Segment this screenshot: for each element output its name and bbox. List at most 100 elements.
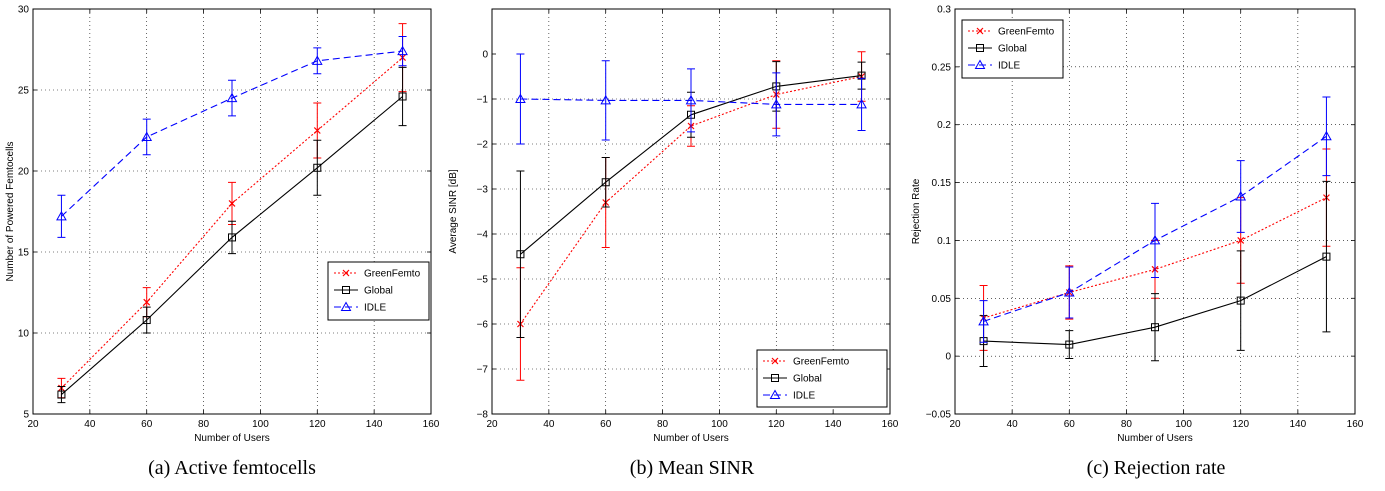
x-axis-label: Number of Users [653, 433, 729, 444]
data-point-global [601, 178, 610, 187]
error-bar-idle [228, 79, 236, 117]
legend-marker-idle [340, 301, 352, 311]
x-tick-label: 160 [1347, 419, 1364, 430]
y-tick-label: 10 [18, 329, 30, 340]
x-tick-label: 160 [882, 419, 899, 430]
y-tick-label: 25 [18, 86, 30, 97]
figure-caption: (b) Mean SINR [630, 457, 755, 479]
x-tick-label: 20 [486, 419, 498, 430]
data-point-idle [397, 45, 408, 56]
chart-active-femtocells: 20 40 60 80 100 120 140 160 5 10 15 20 25 30 Number of… [5, 5, 440, 480]
error-bar-idle [1151, 202, 1159, 278]
data-point-idle [856, 98, 867, 109]
data-point-global [142, 316, 151, 325]
x-tick-label: 140 [1290, 419, 1307, 430]
data-point-idle [311, 55, 323, 65]
error-bar-idle [601, 60, 610, 141]
x-tick-label: 40 [84, 419, 96, 430]
legend-marker-global [771, 374, 779, 382]
error-bar-global [398, 66, 407, 127]
series-line-greenfemto [61, 57, 403, 389]
error-bar-global [1065, 330, 1074, 359]
legend-label-idle: IDLE [364, 303, 387, 314]
legend-marker-greenfemto [342, 269, 350, 277]
y-axis-label: Number of Powered Femtocells [5, 141, 16, 281]
legend-label-global: Global [364, 286, 393, 297]
error-bar-global [601, 157, 610, 208]
error-bar-global [1151, 293, 1159, 362]
error-bar-idle [979, 300, 988, 343]
x-tick-label: 20 [27, 419, 39, 430]
series-idle [56, 36, 408, 238]
legend: GreenFemto Global IDLE [961, 19, 1064, 79]
axes-frame [491, 8, 891, 415]
data-point-idle [1149, 234, 1161, 245]
data-point-idle [515, 93, 526, 103]
y-tick-label: 0.25 [932, 62, 952, 73]
data-point-greenfemto [143, 298, 151, 306]
data-point-idle [1063, 286, 1075, 297]
error-bar-global [516, 170, 525, 338]
legend-marker-greenfemto [976, 27, 984, 35]
series-global [57, 66, 407, 404]
data-point-idle [1235, 190, 1247, 201]
x-tick-label: 40 [1007, 419, 1019, 430]
data-point-global [313, 163, 322, 172]
data-point-idle [1321, 130, 1332, 141]
x-tick-label: 100 [1175, 419, 1192, 430]
data-point-global [57, 390, 66, 399]
error-bar-global [313, 139, 322, 196]
chart-mean-sinr: 20 40 60 80 100 120 140 160 −8 −7 −6 −5 −4 −3 −2 −1 0 Num… [448, 8, 899, 479]
y-tick-label: 30 [18, 5, 30, 16]
y-tick-label: 0 [482, 50, 488, 61]
y-tick-label: 0.1 [937, 236, 951, 247]
axes-frame [954, 8, 1356, 415]
error-bar-idle [142, 118, 151, 156]
data-point-idle [978, 315, 989, 326]
y-tick-label: 0.2 [937, 120, 951, 131]
x-tick-label: 120 [768, 419, 785, 430]
legend-marker-greenfemto [771, 357, 779, 365]
data-point-global [228, 233, 236, 242]
error-bar-global [1236, 250, 1245, 351]
error-bar-idle [516, 53, 525, 145]
data-point-greenfemto [313, 127, 321, 134]
y-tick-label: −3 [477, 185, 489, 196]
series-idle [515, 53, 867, 145]
legend-label-global: Global [793, 374, 822, 385]
legend-marker-idle [974, 59, 986, 69]
data-point-global [1322, 252, 1331, 261]
y-tick-label: −5 [477, 275, 489, 286]
figure-caption: (a) Active femtocells [148, 457, 316, 479]
error-bar-idle [1236, 160, 1245, 233]
error-bar-idle [57, 194, 66, 238]
x-tick-label: 80 [657, 419, 669, 430]
data-point-global [398, 92, 407, 101]
y-axis-label: Rejection Rate [911, 178, 922, 244]
data-point-idle [685, 94, 697, 105]
error-bar-global [142, 306, 151, 334]
x-tick-label: 100 [252, 419, 269, 430]
error-bar-idle [772, 72, 781, 137]
error-bar-idle [313, 47, 322, 75]
legend-label-greenfemto: GreenFemto [364, 269, 421, 280]
x-axis-label: Number of Users [1117, 433, 1193, 444]
legend-marker-idle [769, 389, 781, 399]
legend-marker-global [976, 44, 984, 52]
y-tick-label: 5 [23, 410, 29, 421]
x-tick-label: 20 [949, 419, 961, 430]
y-tick-label: −4 [477, 230, 489, 241]
series-line-greenfemto [983, 197, 1327, 319]
y-axis-label: Average SINR [dB] [448, 169, 459, 254]
error-bar-idle [398, 36, 407, 67]
data-point-idle [141, 131, 153, 141]
y-tick-label: −6 [477, 320, 489, 331]
data-point-global [1151, 323, 1159, 332]
data-point-idle [600, 94, 612, 105]
error-bar-idle [1065, 266, 1074, 319]
x-tick-label: 60 [600, 419, 612, 430]
data-point-greenfemto [228, 199, 236, 207]
x-tick-label: 100 [711, 419, 728, 430]
x-tick-label: 60 [1064, 419, 1076, 430]
